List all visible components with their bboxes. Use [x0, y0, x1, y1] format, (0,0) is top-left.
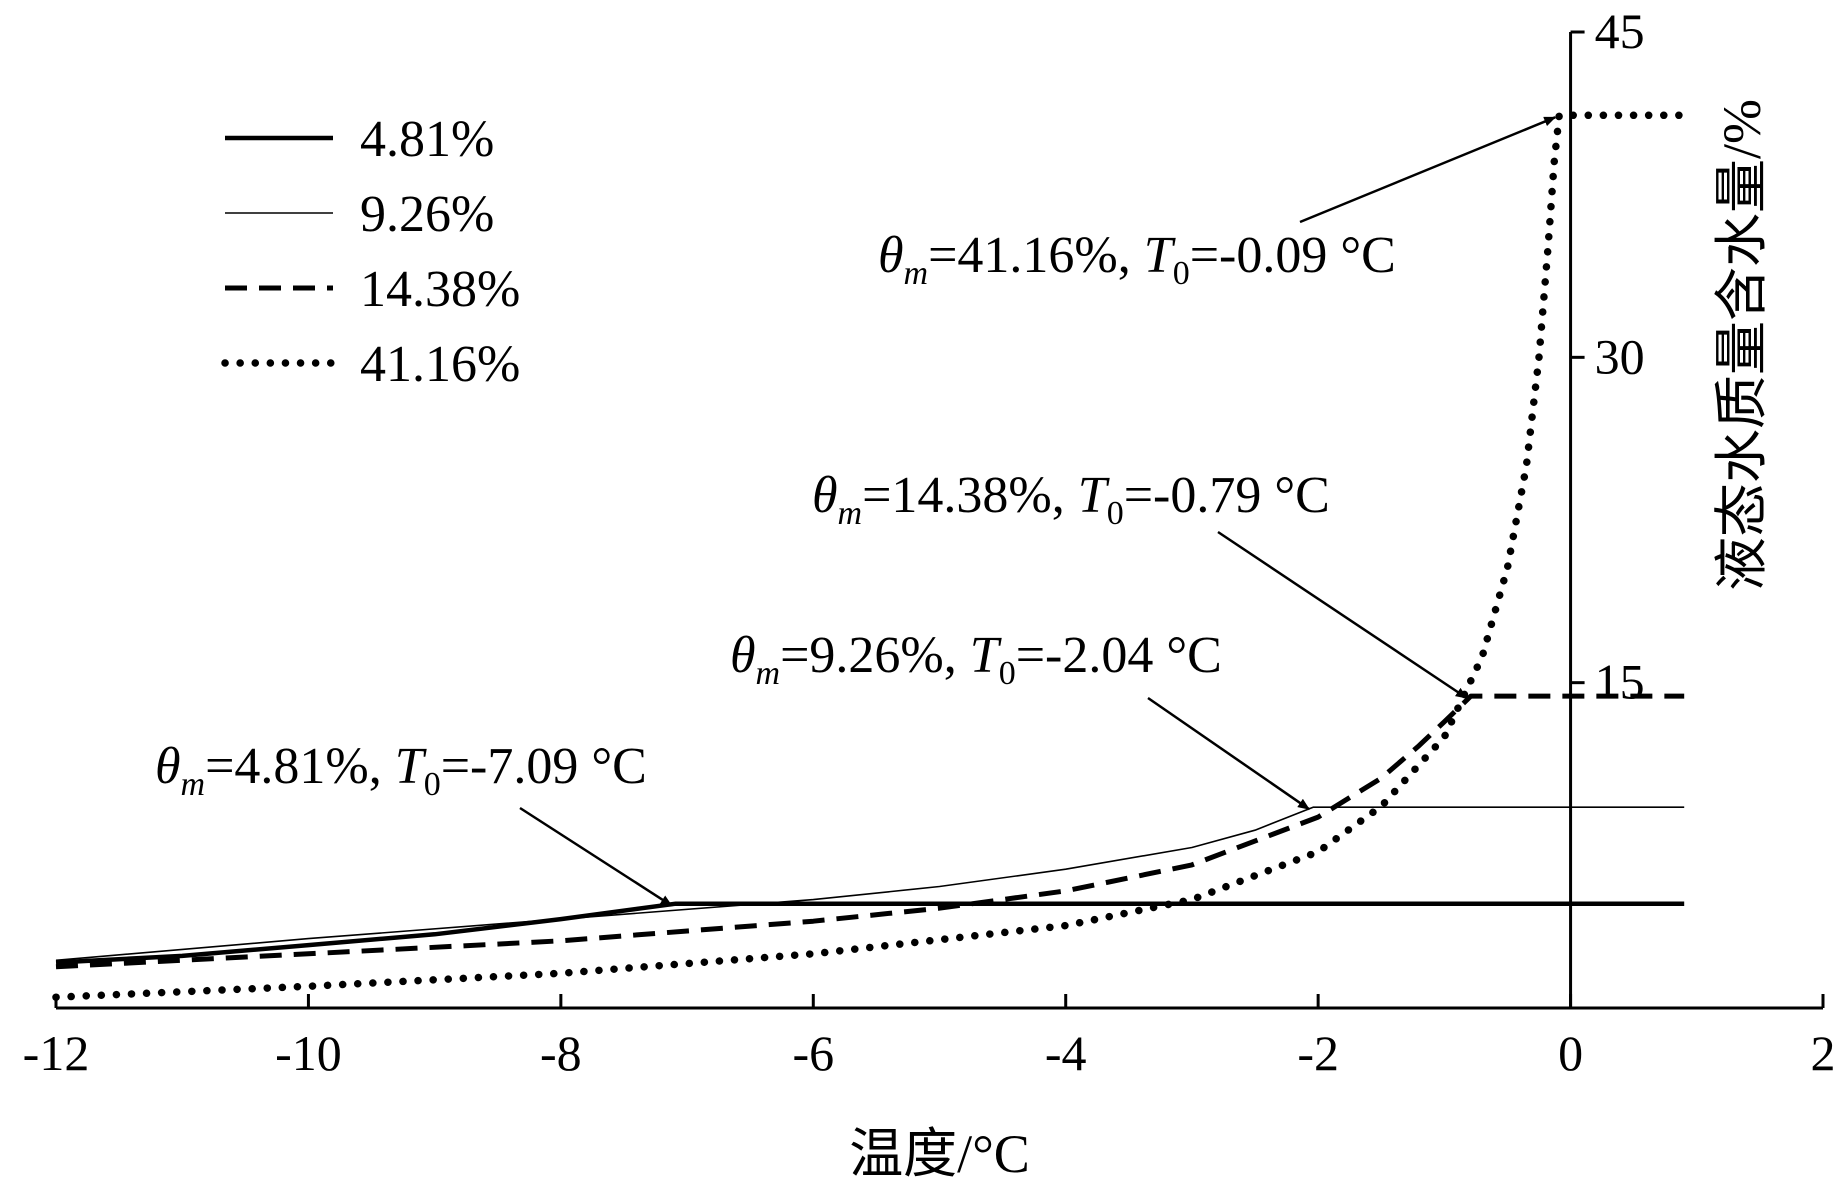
x-tick-label: 0	[1558, 1025, 1583, 1081]
series-line-2	[55, 806, 1685, 962]
t0-value: =-7.09 °C	[441, 738, 647, 795]
x-tick-label: -12	[23, 1025, 90, 1081]
t-symbol: T	[1078, 467, 1110, 524]
series-line-3	[55, 693, 1685, 970]
x-tick-label: 2	[1811, 1025, 1836, 1081]
theta-symbol: θ	[730, 627, 756, 684]
t-subscript: 0	[424, 766, 441, 803]
annotation-label-2: θm=9.26%, T0=-2.04 °C	[730, 627, 1222, 692]
annotation-arrow-2	[1147, 696, 1310, 811]
theta-value: =41.16%,	[928, 227, 1144, 284]
legend-label-3: 14.38%	[360, 261, 520, 318]
t-subscript: 0	[1107, 495, 1124, 532]
y-tick-label: 45	[1595, 3, 1645, 59]
x-tick-label: -6	[792, 1025, 834, 1081]
annotation-label-1: θm=4.81%, T0=-7.09 °C	[155, 738, 647, 803]
theta-subscript: m	[181, 766, 206, 803]
y-tick-label: 30	[1595, 328, 1645, 384]
theta-value: =4.81%,	[205, 738, 395, 795]
theta-symbol: θ	[878, 227, 904, 284]
t-symbol: T	[1144, 227, 1176, 284]
t-subscript: 0	[1173, 255, 1190, 292]
legend-label-1: 4.81%	[360, 111, 494, 168]
x-axis-title: 温度/°C	[849, 1124, 1030, 1184]
y-axis-title: 液态水质量含水量/%	[1712, 99, 1772, 591]
theta-value: =9.26%,	[780, 627, 970, 684]
theta-subscript: m	[904, 255, 929, 292]
y-tick-label: 15	[1595, 654, 1645, 710]
annotation-label-4: θm=41.16%, T0=-0.09 °C	[878, 227, 1396, 292]
x-tick-label: -2	[1297, 1025, 1339, 1081]
annotation-arrow-1	[519, 806, 673, 907]
annotation-arrow-4	[1299, 116, 1557, 224]
theta-symbol: θ	[812, 467, 838, 524]
theta-symbol: θ	[155, 738, 181, 795]
t-subscript: 0	[999, 655, 1016, 692]
t0-value: =-2.04 °C	[1016, 627, 1222, 684]
theta-subscript: m	[756, 655, 781, 692]
theta-subscript: m	[838, 495, 863, 532]
t0-value: =-0.79 °C	[1124, 467, 1330, 524]
x-tick-label: -8	[540, 1025, 582, 1081]
annotation-label-3: θm=14.38%, T0=-0.79 °C	[812, 467, 1330, 532]
legend-label-2: 9.26%	[360, 186, 494, 243]
t-symbol: T	[395, 738, 427, 795]
theta-value: =14.38%,	[862, 467, 1078, 524]
x-tick-label: -10	[275, 1025, 342, 1081]
legend-label-4: 41.16%	[360, 336, 520, 393]
series-line-4	[52, 111, 1688, 1001]
t0-value: =-0.09 °C	[1190, 227, 1396, 284]
series-line-1	[55, 901, 1685, 965]
annotation-arrow-3	[1217, 530, 1468, 700]
x-tick-label: -4	[1045, 1025, 1087, 1081]
t-symbol: T	[970, 627, 1002, 684]
